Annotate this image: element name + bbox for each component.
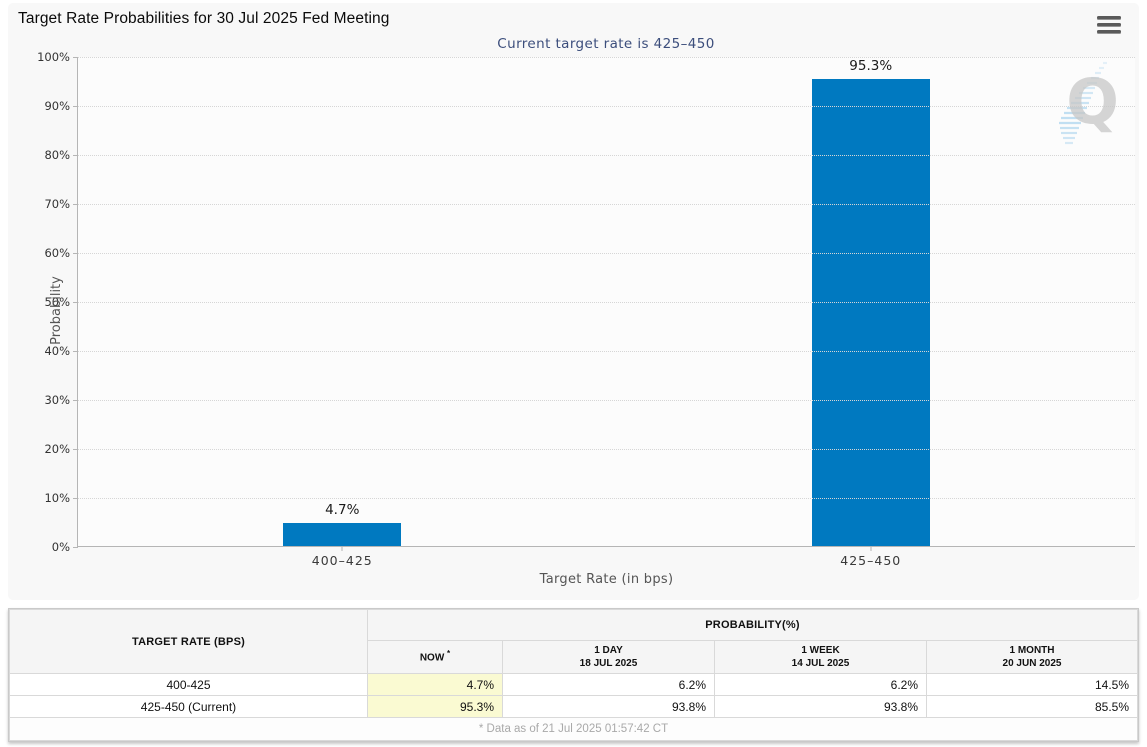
y-tick-label: 20% [44, 442, 70, 456]
table-row-400-425: 400-425 4.7% 6.2% 6.2% 14.5% [9, 673, 1138, 696]
col-header-1-day: 1 DAY 18 JUL 2025 [502, 640, 715, 674]
1-day-probability-cell: 93.8% [502, 695, 715, 718]
y-tick-label: 50% [44, 295, 70, 309]
x-tick-label-425-450: 425–450 [840, 553, 902, 568]
y-tick-label: 40% [44, 344, 70, 358]
gridline [78, 106, 1135, 107]
1-week-probability-cell: 6.2% [714, 673, 927, 696]
footnote-asterisk: * [447, 649, 451, 659]
bar-group-425-450: 95.3% [811, 57, 930, 546]
1-day-probability-cell: 6.2% [502, 673, 715, 696]
hamburger-menu-icon[interactable] [1097, 16, 1121, 34]
bar-400-425[interactable] [283, 522, 402, 546]
y-tick-label: 80% [44, 148, 70, 162]
y-tick-mark [73, 400, 78, 401]
fedwatch-chart-panel: Target Rate Probabilities for 30 Jul 202… [8, 3, 1139, 600]
gridline [78, 253, 1135, 254]
table-row-425-450-current: 425-450 (Current) 95.3% 93.8% 93.8% 85.5… [9, 695, 1138, 718]
now-probability-cell: 4.7% [367, 673, 503, 696]
gridline [78, 204, 1135, 205]
y-tick-label: 30% [44, 393, 70, 407]
col-header-now: NOW * [367, 640, 503, 674]
y-tick-label: 0% [51, 540, 70, 554]
y-axis-title: Probability [48, 276, 64, 345]
y-tick-label: 90% [44, 99, 70, 113]
data-as-of-footnote: * Data as of 21 Jul 2025 01:57:42 CT [9, 717, 1138, 741]
y-tick-label: 70% [44, 197, 70, 211]
1-month-probability-cell: 85.5% [926, 695, 1138, 718]
y-tick-mark [73, 302, 78, 303]
gridline [78, 57, 1135, 58]
y-tick-label: 100% [37, 50, 70, 64]
gridline [78, 351, 1135, 352]
bar-value-label: 4.7% [325, 501, 360, 518]
gridline [78, 400, 1135, 401]
y-tick-mark [73, 155, 78, 156]
bar-chart-plot-area: 4.7% 95.3% 400–425 425–450 Target Rate (… [37, 50, 1135, 587]
col-header-probability: PROBABILITY(%) [367, 609, 1138, 641]
1-week-probability-cell: 93.8% [714, 695, 927, 718]
y-tick-label: 60% [44, 246, 70, 260]
x-tick-label-400-425: 400–425 [311, 553, 373, 568]
col-header-1-week: 1 WEEK 14 JUL 2025 [714, 640, 927, 674]
target-rate-cell: 400-425 [9, 673, 368, 696]
y-tick-mark [73, 351, 78, 352]
y-tick-mark [73, 449, 78, 450]
bar-425-450[interactable] [811, 79, 930, 546]
y-tick-mark [73, 498, 78, 499]
gridline [78, 155, 1135, 156]
y-tick-mark [73, 253, 78, 254]
gridline [78, 449, 1135, 450]
y-tick-mark [73, 547, 78, 548]
1-month-probability-cell: 14.5% [926, 673, 1138, 696]
x-axis-title: Target Rate (in bps) [539, 572, 674, 587]
target-rate-cell: 425-450 (Current) [9, 695, 368, 718]
y-tick-mark [73, 106, 78, 107]
gridline [78, 302, 1135, 303]
x-tick-mark [870, 546, 872, 551]
bar-value-label: 95.3% [849, 58, 893, 75]
x-tick-mark [341, 546, 343, 551]
y-tick-mark [73, 57, 78, 58]
gridline [78, 498, 1135, 499]
col-header-target-rate: TARGET RATE (BPS) [9, 609, 368, 674]
now-probability-cell: 95.3% [367, 695, 503, 718]
col-header-1-month: 1 MONTH 20 JUN 2025 [926, 640, 1138, 674]
y-tick-label: 10% [44, 491, 70, 505]
y-tick-mark [73, 204, 78, 205]
current-target-rate-subtitle: Current target rate is 425–450 [497, 36, 715, 52]
page-title: Target Rate Probabilities for 30 Jul 202… [18, 10, 390, 27]
bar-group-400-425: 4.7% [283, 57, 402, 546]
probability-table: TARGET RATE (BPS) PROBABILITY(%) NOW * 1… [8, 608, 1139, 742]
